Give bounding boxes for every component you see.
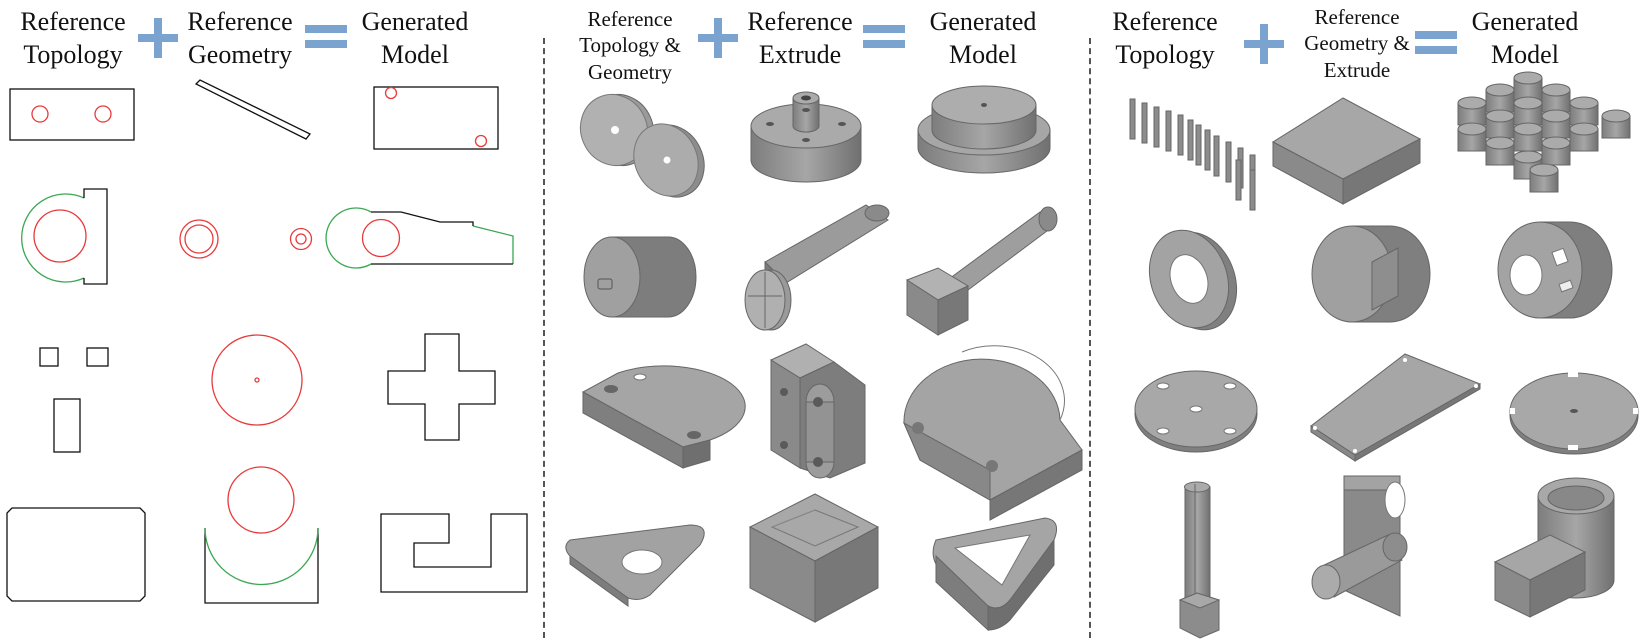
- solid-shaft-disk: [744, 204, 890, 331]
- solid-tall-pin: [1178, 481, 1221, 639]
- solid-square-cup: [748, 493, 880, 623]
- sketch-ring-pair-geometry: [179, 219, 313, 259]
- sketch-generated-clevis: [325, 207, 514, 269]
- sketch-slanted-bar: [194, 79, 312, 140]
- equals-icon: [863, 25, 905, 48]
- sketch-circle-center: [211, 334, 303, 426]
- sketch-rounded-rect: [6, 507, 146, 602]
- sketch-u-cradle: [204, 466, 319, 604]
- sketch-cross: [387, 333, 496, 441]
- solid-square-slab: [1272, 97, 1422, 205]
- sketch-clevis-topology: [21, 188, 108, 285]
- panel3-header-geometry-extrude-text: Reference Geometry & Extrude: [1304, 5, 1410, 82]
- panel3-header-generated-text: Generated Model: [1471, 7, 1579, 69]
- solid-ring: [1148, 229, 1238, 331]
- panel1-header-geometry: Reference Geometry: [180, 6, 300, 71]
- solid-shaft-through-plate: [1311, 475, 1408, 617]
- panel2-header-extrude: Reference Extrude: [740, 6, 860, 71]
- solid-cup-box: [1493, 477, 1615, 618]
- panel2-header-topology-geometry-text: Reference Topology & Geometry: [579, 7, 681, 84]
- solid-round-plate-notches: [1509, 372, 1639, 455]
- panel2-header-generated: Generated Model: [918, 6, 1048, 71]
- plus-icon: [698, 18, 738, 58]
- solid-pin-array: [1129, 98, 1256, 211]
- solid-flanged-cylinder: [917, 85, 1051, 174]
- solid-half-disk-plate: [581, 365, 746, 469]
- panel3-header-geometry-extrude: Reference Geometry & Extrude: [1282, 4, 1432, 83]
- sketch-generated-plate: [373, 86, 499, 150]
- solid-arched-block: [902, 345, 1083, 521]
- panel3-header-generated: Generated Model: [1460, 6, 1590, 71]
- solid-cylinder-slot: [583, 236, 697, 318]
- panel3-header-topology-text: Reference Topology: [1112, 7, 1218, 69]
- solid-slotted-tube: [1497, 221, 1613, 319]
- panel1-header-generated-text: Generated Model: [361, 7, 469, 69]
- panel3-header-topology: Reference Topology: [1100, 6, 1230, 71]
- solid-round-plate-holes: [1134, 370, 1258, 453]
- solid-clamp-block: [769, 343, 866, 479]
- solid-two-washers: [579, 94, 705, 198]
- sketch-plate-two-holes: [9, 88, 135, 141]
- solid-triangle-frame: [932, 517, 1057, 632]
- sketch-three-rects: [39, 347, 109, 453]
- sketch-c-shape: [380, 513, 528, 593]
- solid-thin-plate: [1310, 353, 1482, 462]
- panel-divider: [1089, 38, 1091, 638]
- panel1-header-generated: Generated Model: [350, 6, 480, 71]
- solid-cylinder-notched: [1311, 225, 1431, 323]
- plus-icon: [138, 18, 178, 58]
- panel1-header-topology-text: Reference Topology: [20, 7, 126, 69]
- panel2-header-topology-geometry: Reference Topology & Geometry: [560, 6, 700, 85]
- panel-divider: [543, 38, 545, 638]
- solid-flange-boss: [750, 91, 862, 183]
- panel2-header-generated-text: Generated Model: [929, 7, 1037, 69]
- solid-shaft-block: [905, 206, 1058, 336]
- solid-triangle-plate: [565, 524, 705, 607]
- equals-icon: [1415, 31, 1457, 54]
- plus-icon: [1244, 24, 1284, 64]
- equals-icon: [305, 25, 347, 48]
- panel1-header-topology: Reference Topology: [8, 6, 138, 71]
- solid-cylinder-cluster: [1457, 71, 1631, 193]
- panel1-header-geometry-text: Reference Geometry: [187, 7, 293, 69]
- panel2-header-extrude-text: Reference Extrude: [747, 7, 853, 69]
